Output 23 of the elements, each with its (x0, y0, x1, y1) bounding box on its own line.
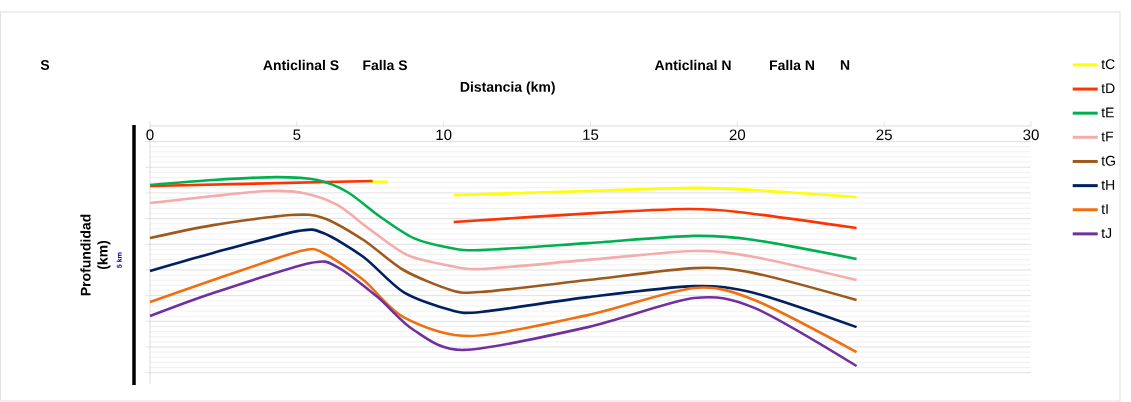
legend-label: tI (1101, 204, 1108, 214)
x-tick-label: 10 (436, 129, 452, 141)
x-tick-label: 0 (146, 129, 154, 141)
text: Falla S (363, 59, 408, 71)
legend-label: tC (1101, 59, 1115, 70)
x-tick-label: 5 (293, 129, 301, 140)
y-axis-title: Profundidad (km) (80, 214, 111, 296)
text: S (40, 60, 50, 70)
x-tick-label: 25 (876, 129, 892, 141)
x-tick-label: 15 (583, 129, 599, 140)
x-axis-title: Distancia (km) (460, 81, 555, 95)
text: Falla N (769, 59, 815, 71)
x-tick-label: 20 (729, 129, 746, 141)
legend-label: tH (1101, 180, 1115, 190)
text: N (840, 60, 850, 70)
x-tick-label: 30 (1023, 129, 1039, 141)
legend-label: tG (1101, 155, 1115, 166)
legend-label: tF (1101, 131, 1114, 142)
text: Anticlinal S (263, 59, 339, 71)
legend-label: tE (1101, 107, 1114, 118)
legend-label: tJ (1101, 228, 1112, 239)
text: Anticlinal N (654, 59, 731, 71)
legend-label: tD (1101, 83, 1115, 94)
